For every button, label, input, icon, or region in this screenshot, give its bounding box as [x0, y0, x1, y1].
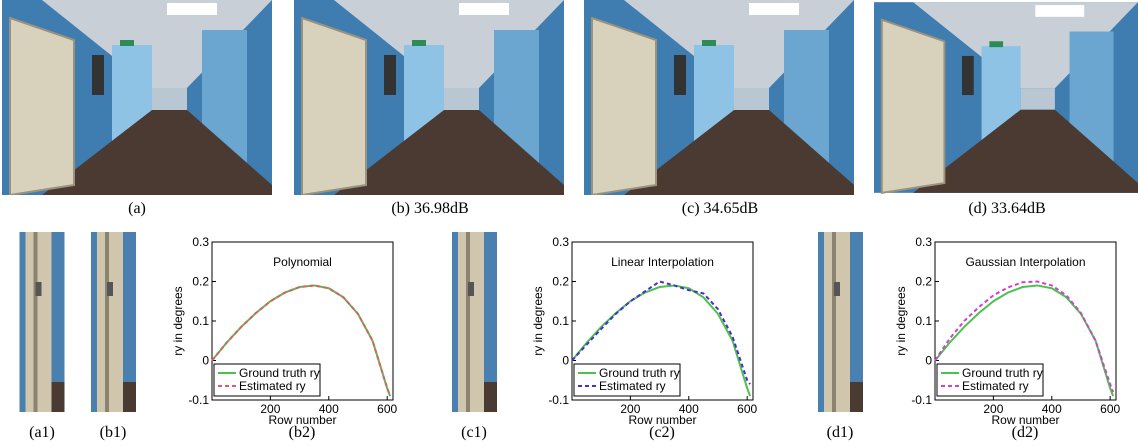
x-tick-label: 400: [679, 402, 699, 416]
crop: [818, 232, 863, 412]
y-tick-label: -0.1: [548, 393, 569, 407]
caption: (c) 34.65dB: [682, 200, 758, 217]
y-tick-label: 0.3: [915, 235, 932, 249]
y-tick-label: -0.1: [911, 393, 932, 407]
y-tick-label: -0.1: [188, 393, 209, 407]
y-tick-label: 0.2: [192, 275, 209, 289]
crop: [91, 232, 136, 412]
x-tick-label: 600: [377, 402, 397, 416]
legend-label: Ground truth ry: [599, 366, 680, 380]
x-tick-label: 600: [1100, 402, 1120, 416]
caption: (b1): [100, 424, 127, 441]
caption: (b2): [289, 424, 316, 441]
caption: (a): [128, 200, 146, 217]
x-tick-label: 200: [983, 402, 1003, 416]
y-tick-label: 0.1: [915, 314, 932, 328]
x-tick-label: 400: [1042, 402, 1062, 416]
chart-title: Gaussian Interpolation: [965, 255, 1085, 269]
y-axis-label: ry in degrees: [531, 286, 545, 355]
legend-box: [573, 363, 681, 397]
y-tick-label: 0.3: [192, 235, 209, 249]
caption: (a1): [29, 424, 55, 441]
photo: [584, 0, 854, 195]
x-axis-label: Row number: [628, 413, 696, 427]
legend-box: [213, 363, 321, 397]
series-line: [934, 284, 1115, 397]
y-tick-label: 0.2: [552, 275, 569, 289]
chart-title: Polynomial: [273, 255, 332, 269]
caption: (c1): [461, 424, 487, 441]
caption: (b) 36.98dB: [391, 200, 468, 217]
caption: (c2): [649, 424, 675, 441]
series-line: [934, 280, 1115, 393]
caption: (d2): [1012, 424, 1039, 441]
photo: [2, 0, 272, 195]
legend-label: Estimated ry: [962, 379, 1029, 393]
x-axis-label: Row number: [991, 413, 1059, 427]
x-tick-label: 600: [737, 402, 757, 416]
chart-title: Linear Interpolation: [611, 255, 714, 269]
caption: (d) 33.64dB: [968, 200, 1045, 217]
series-line: [211, 284, 392, 397]
y-axis-label: ry in degrees: [171, 286, 185, 355]
legend-label: Estimated ry: [599, 379, 666, 393]
caption: (d1): [827, 424, 854, 441]
x-tick-label: 200: [260, 402, 280, 416]
x-axis-label: Row number: [268, 413, 336, 427]
legend-box: [936, 363, 1044, 397]
series-line: [571, 284, 752, 397]
y-tick-label: 0.1: [192, 314, 209, 328]
y-tick-label: 0.1: [552, 314, 569, 328]
legend-label: Ground truth ry: [239, 366, 320, 380]
photo: [294, 0, 564, 195]
legend-label: Estimated ry: [239, 379, 306, 393]
y-tick-label: 0: [925, 354, 932, 368]
y-tick-label: 0: [562, 354, 569, 368]
crop: [452, 232, 497, 412]
y-tick-label: 0: [202, 354, 209, 368]
series-line: [571, 280, 751, 385]
x-tick-label: 200: [620, 402, 640, 416]
y-axis-label: ry in degrees: [894, 286, 908, 355]
legend-label: Ground truth ry: [962, 366, 1043, 380]
crop: [19, 232, 65, 412]
photo: [874, 1, 1138, 194]
y-tick-label: 0.3: [552, 235, 569, 249]
x-tick-label: 400: [319, 402, 339, 416]
y-tick-label: 0.2: [915, 275, 932, 289]
